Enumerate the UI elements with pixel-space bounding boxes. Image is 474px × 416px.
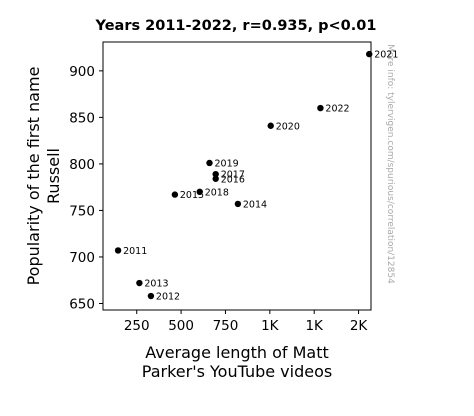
data-point <box>114 247 122 254</box>
y-tick-label: 800 <box>69 157 95 173</box>
y-tick-label: 850 <box>69 110 95 126</box>
data-point <box>212 170 219 178</box>
y-axis-label-line-2: Russell <box>44 148 63 204</box>
x-axis-label-line-1: Average length of Matt <box>145 343 329 362</box>
x-tick-label: 1K <box>261 318 280 334</box>
chart-marks: 250 500 750 1K 1K 2K 650 700 750 800 850 900 2011 201… <box>69 50 398 334</box>
data-point-label: 2016 <box>221 174 245 185</box>
data-point <box>206 159 213 167</box>
y-tick-label: 700 <box>69 250 95 266</box>
x-axis-label-line-2: Parker's YouTube videos <box>142 362 332 381</box>
data-point <box>317 104 324 112</box>
data-point <box>196 188 203 196</box>
x-tick-label: 250 <box>124 318 150 334</box>
data-point-label: 2018 <box>205 187 229 198</box>
data-point <box>267 122 274 129</box>
data-point <box>234 200 242 208</box>
x-tick-label: 500 <box>168 318 194 334</box>
data-point-label: 2021 <box>374 50 398 61</box>
data-point <box>136 279 143 287</box>
data-point-label: 2015 <box>180 190 204 201</box>
y-tick-label: 900 <box>69 64 95 80</box>
data-point-label: 2012 <box>156 292 180 303</box>
data-point <box>147 292 155 300</box>
data-point <box>171 191 179 198</box>
data-point <box>212 175 219 182</box>
data-point-label: 2019 <box>214 158 238 169</box>
data-point-label: 2011 <box>123 246 147 257</box>
data-point-label: 2022 <box>325 104 349 115</box>
y-axis-label-line-1: Popularity of the first name <box>24 67 43 286</box>
plot-frame <box>102 41 372 311</box>
data-point-label: 2017 <box>221 170 245 181</box>
y-tick-label: 650 <box>69 296 95 312</box>
data-point-label: 2013 <box>144 279 168 290</box>
x-tick-label: 750 <box>213 318 239 334</box>
data-point-label: 2014 <box>243 199 267 210</box>
chart-title: Years 2011-2022, r=0.935, p<0.01 <box>95 18 377 34</box>
data-point-label: 2020 <box>276 121 300 132</box>
y-tick-label: 750 <box>69 203 95 219</box>
watermark-text: More info: tylervigen.com/spurious/corre… <box>385 44 395 284</box>
x-tick-label: 1K <box>305 318 324 334</box>
x-tick-label: 2K <box>350 318 369 334</box>
